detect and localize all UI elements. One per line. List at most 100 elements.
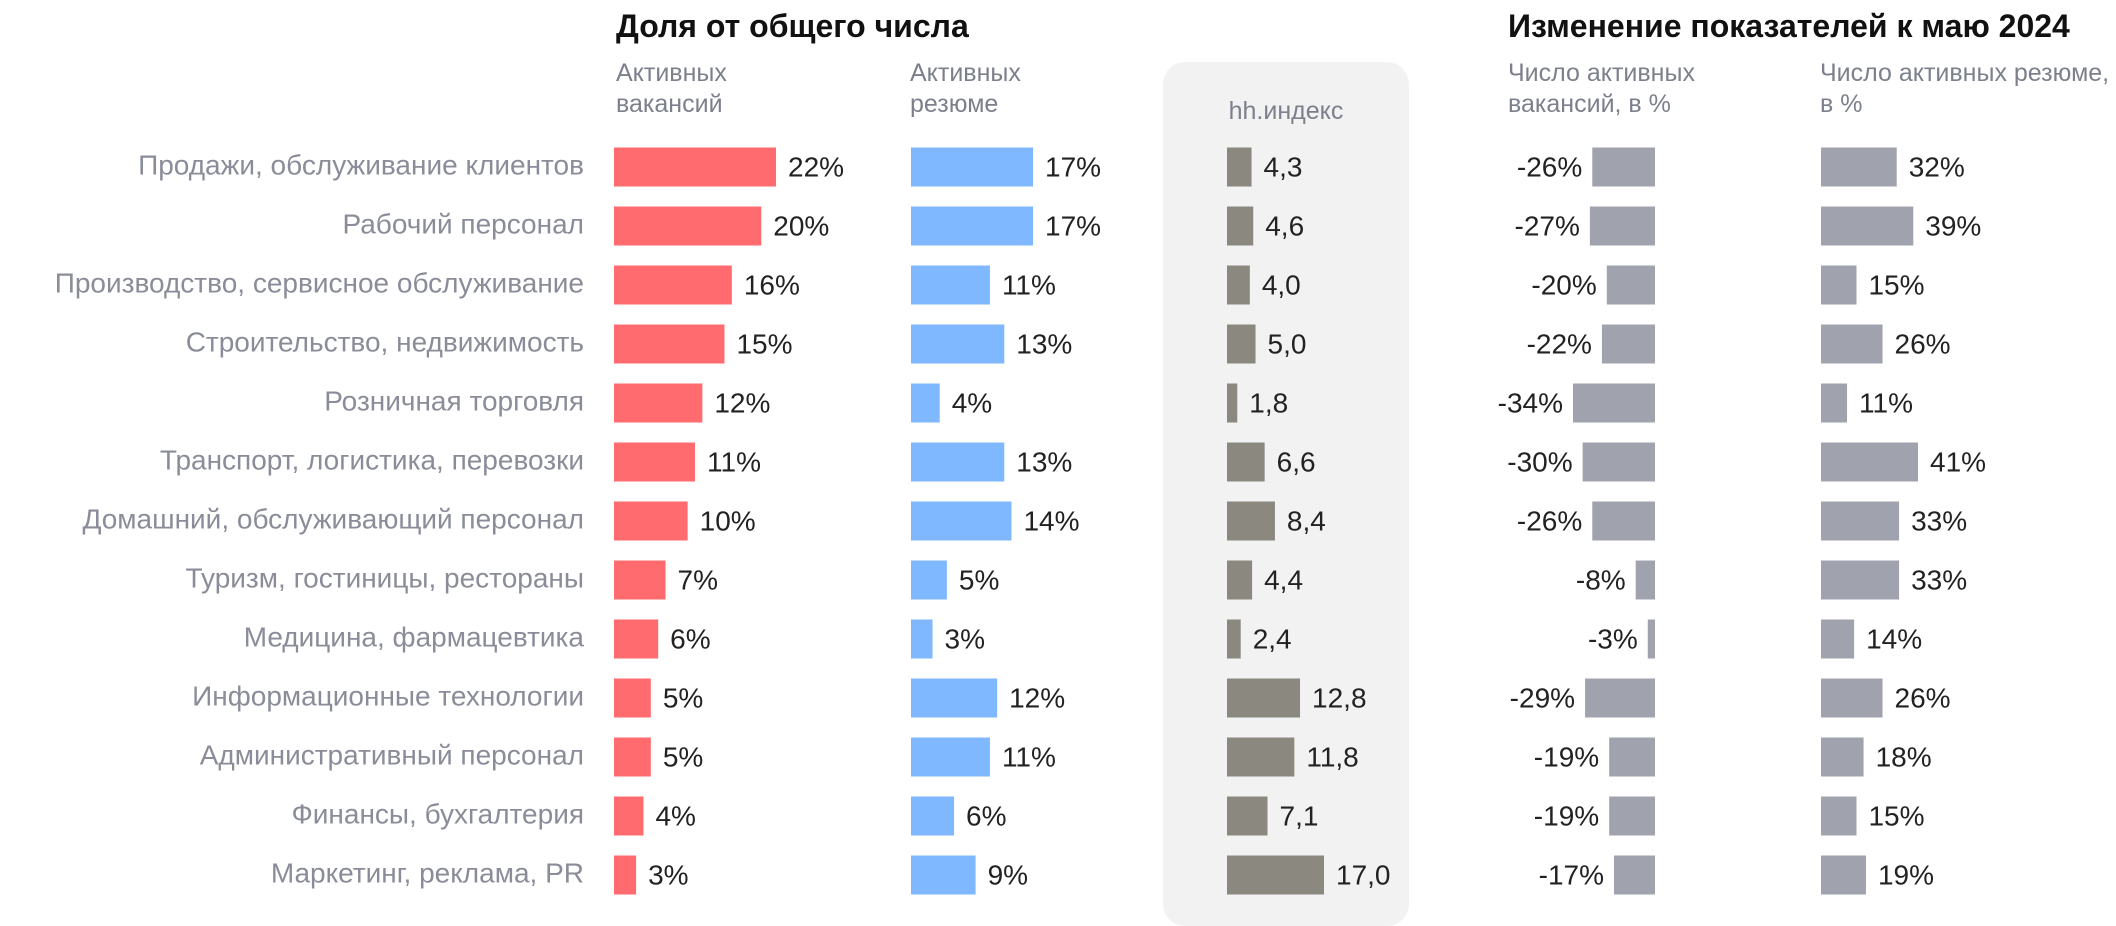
- value-label: 11%: [1859, 387, 1913, 418]
- bar: [614, 855, 637, 895]
- bar: [911, 324, 1005, 364]
- bar: [1227, 619, 1241, 659]
- category-label: Финансы, бухгалтерия: [292, 798, 585, 829]
- series-name: Число активных резюме, в %: [1820, 59, 2110, 118]
- series-name: Активных резюме: [910, 59, 1021, 118]
- bar: [911, 383, 940, 423]
- category-label: Производство, сервисное обслуживание: [55, 267, 584, 298]
- bar: [1821, 206, 1914, 246]
- panel-title: Изменение показателей к маю 2024: [1508, 8, 2070, 44]
- value-label: 13%: [1016, 328, 1072, 359]
- bar: [1585, 678, 1655, 718]
- bar: [1227, 796, 1268, 836]
- bar: [911, 206, 1033, 246]
- bar: [1227, 560, 1253, 600]
- category-label: Розничная торговля: [324, 385, 584, 416]
- bar: [614, 324, 725, 364]
- value-label: 14%: [1023, 505, 1079, 536]
- bar: [1609, 737, 1655, 777]
- value-label: 4,4: [1264, 564, 1303, 595]
- category-label: Транспорт, логистика, перевозки: [160, 444, 584, 475]
- bar: [1821, 796, 1857, 836]
- bar: [1227, 383, 1238, 423]
- value-label: 4,0: [1262, 269, 1301, 300]
- bar: [1573, 383, 1655, 423]
- bar: [1821, 383, 1848, 423]
- bar: [1606, 265, 1655, 305]
- category-label: Медицина, фармацевтика: [244, 621, 585, 652]
- bar: [1227, 206, 1254, 246]
- bar: [1821, 737, 1864, 777]
- bar: [614, 265, 732, 305]
- bar: [911, 442, 1005, 482]
- series-name: Число активных вакансий, в %: [1508, 59, 1695, 118]
- bar: [1614, 855, 1655, 895]
- bar: [614, 206, 762, 246]
- bar: [1227, 855, 1324, 895]
- value-label: 2,4: [1253, 623, 1292, 654]
- category-label: Рабочий персонал: [342, 208, 584, 239]
- value-label: 17%: [1045, 151, 1101, 182]
- value-label: -34%: [1498, 387, 1563, 418]
- bar: [1227, 678, 1301, 718]
- bar: [1227, 265, 1250, 305]
- value-label: -19%: [1534, 800, 1599, 831]
- category-label: Административный персонал: [200, 739, 584, 770]
- value-label: 5%: [663, 682, 703, 713]
- bar: [1227, 737, 1295, 777]
- value-label: 3%: [945, 623, 985, 654]
- bar: [911, 855, 976, 895]
- value-label: -29%: [1510, 682, 1575, 713]
- bar: [1227, 147, 1252, 187]
- value-label: -22%: [1527, 328, 1592, 359]
- bar: [911, 147, 1033, 187]
- category-label: Информационные технологии: [192, 680, 584, 711]
- value-label: 12%: [1009, 682, 1065, 713]
- value-label: -20%: [1531, 269, 1596, 300]
- category-label: Маркетинг, реклама, PR: [271, 857, 584, 888]
- value-label: 11%: [1002, 269, 1056, 300]
- value-label: -8%: [1576, 564, 1626, 595]
- bar: [1589, 206, 1655, 246]
- value-label: 15%: [1868, 269, 1924, 300]
- value-label: 18%: [1876, 741, 1932, 772]
- bar: [1821, 619, 1855, 659]
- bar: [614, 383, 703, 423]
- value-label: -26%: [1517, 505, 1582, 536]
- value-label: 12,8: [1312, 682, 1367, 713]
- value-label: 32%: [1909, 151, 1965, 182]
- value-label: 4%: [952, 387, 992, 418]
- value-label: 33%: [1911, 564, 1967, 595]
- value-label: 5%: [959, 564, 999, 595]
- bar: [1609, 796, 1655, 836]
- bar: [614, 619, 659, 659]
- value-label: 12%: [714, 387, 770, 418]
- bar: [1582, 442, 1655, 482]
- category-label: Продажи, обслуживание клиентов: [138, 149, 584, 180]
- bar: [614, 560, 666, 600]
- bar: [911, 619, 933, 659]
- bar: [1601, 324, 1655, 364]
- value-label: 4%: [655, 800, 695, 831]
- bar: [911, 265, 990, 305]
- value-label: 17%: [1045, 210, 1101, 241]
- bar: [1821, 442, 1918, 482]
- bar: [1821, 147, 1897, 187]
- value-label: 5%: [663, 741, 703, 772]
- value-label: 19%: [1878, 859, 1934, 890]
- bar: [1821, 265, 1857, 305]
- value-label: 14%: [1866, 623, 1922, 654]
- value-label: 20%: [773, 210, 829, 241]
- bar: [1227, 442, 1265, 482]
- value-label: 8,4: [1287, 505, 1326, 536]
- bar: [911, 560, 947, 600]
- bar: [614, 796, 644, 836]
- value-label: 6%: [670, 623, 710, 654]
- value-label: 4,6: [1265, 210, 1304, 241]
- bar: [1592, 501, 1655, 541]
- panel-background: [1163, 62, 1409, 926]
- value-label: 26%: [1895, 682, 1951, 713]
- value-label: 7%: [678, 564, 718, 595]
- value-label: 17,0: [1336, 859, 1391, 890]
